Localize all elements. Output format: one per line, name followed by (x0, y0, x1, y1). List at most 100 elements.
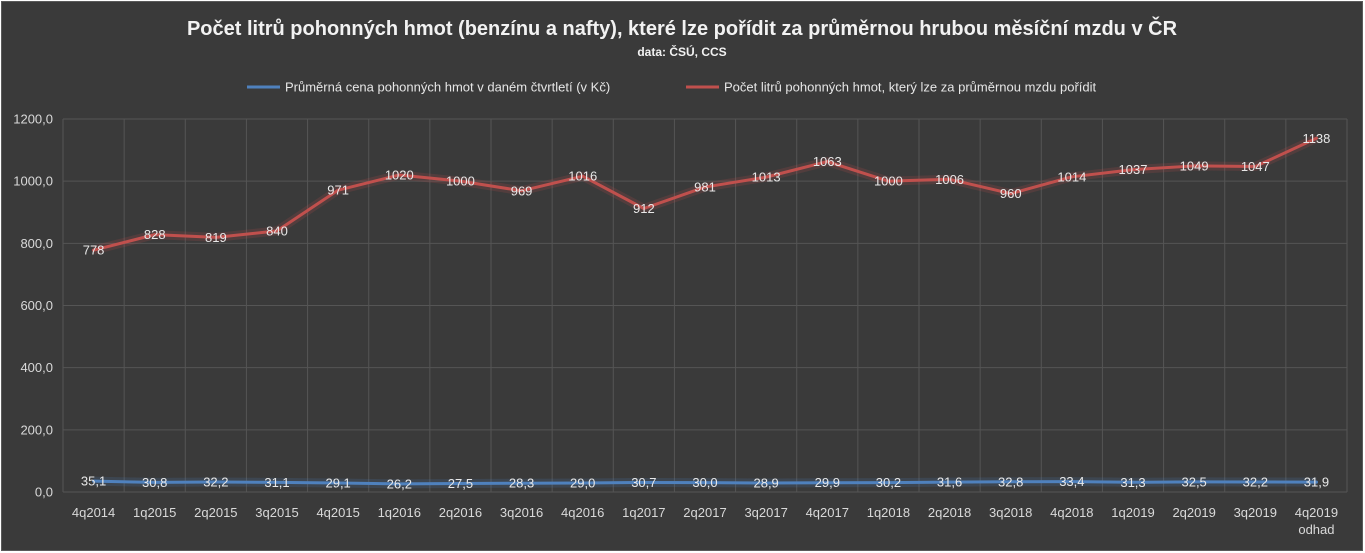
data-point (825, 481, 829, 485)
y-tick-label: 0,0 (35, 485, 53, 500)
data-point (948, 177, 952, 181)
data-label: 28,9 (753, 476, 778, 491)
x-tick-label: 1q2019 (1111, 505, 1154, 520)
data-label: 30,8 (142, 475, 167, 490)
data-point (764, 175, 768, 179)
x-tick-label: 4q2015 (316, 505, 359, 520)
data-label: 27,5 (448, 476, 473, 491)
data-label: 29,1 (325, 475, 350, 490)
data-point (1131, 168, 1135, 172)
x-tick-label: 1q2016 (378, 505, 421, 520)
data-point (336, 481, 340, 485)
data-labels: 35,1 30,8 32,2 31,1 29,1 26,2 27,5 28,3 29,0 30,7… (81, 131, 1330, 492)
data-point (1192, 164, 1196, 168)
legend-label-price: Průměrná cena pohonných hmot v daném čtv… (285, 80, 610, 95)
data-label: 1063 (813, 154, 842, 169)
data-label: 778 (83, 243, 105, 258)
x-tick-label: 4q2017 (806, 505, 849, 520)
data-point (703, 185, 707, 189)
data-point (703, 481, 707, 485)
x-tick-label: 3q2015 (255, 505, 298, 520)
y-axis: 0,0 200,0 400,0 600,0 800,0 1000,0 1200,0 (13, 112, 53, 500)
x-tick-label: 3q2016 (500, 505, 543, 520)
data-label: 33,4 (1059, 474, 1084, 489)
series (92, 134, 1319, 489)
chart-title: Počet litrů pohonných hmot (benzínu a na… (187, 16, 1178, 40)
data-point (825, 160, 829, 164)
data-label: 31,6 (937, 475, 962, 490)
x-tick-label: 1q2017 (622, 505, 665, 520)
data-label: 31,1 (264, 475, 289, 490)
data-label: 31,9 (1304, 475, 1329, 490)
legend: Průměrná cena pohonných hmot v daném čtv… (247, 80, 1097, 95)
data-label: 30,2 (876, 475, 901, 490)
data-label: 1000 (874, 174, 903, 189)
data-label: 30,0 (692, 475, 717, 490)
data-label: 1006 (935, 172, 964, 187)
data-label: 912 (633, 201, 655, 216)
data-label: 819 (205, 230, 227, 245)
y-tick-label: 1200,0 (13, 112, 53, 127)
data-label: 30,7 (631, 475, 656, 490)
data-point (1253, 480, 1257, 484)
data-point (948, 480, 952, 484)
y-tick-label: 800,0 (20, 236, 53, 251)
x-tick-label: 2q2017 (683, 505, 726, 520)
data-label: 840 (266, 223, 288, 238)
data-label: 981 (694, 180, 716, 195)
x-tick-label: 4q2018 (1050, 505, 1093, 520)
data-label: 32,5 (1181, 474, 1206, 489)
x-tick-label: 1q2015 (133, 505, 176, 520)
data-point (397, 482, 401, 486)
data-label: 26,2 (387, 476, 412, 491)
data-label: 1047 (1241, 159, 1270, 174)
data-point (1314, 480, 1318, 484)
data-point (520, 189, 524, 193)
data-point (92, 248, 96, 252)
data-point (886, 179, 890, 183)
data-point (275, 229, 279, 233)
x-tick-label: 4q2016 (561, 505, 604, 520)
legend-label-liters: Počet litrů pohonných hmot, který lze za… (724, 80, 1097, 95)
data-label: 28,3 (509, 476, 534, 491)
data-point (581, 481, 585, 485)
data-point (458, 481, 462, 485)
data-point (1009, 480, 1013, 484)
data-label: 1037 (1119, 162, 1148, 177)
data-point (764, 481, 768, 485)
data-point (642, 207, 646, 211)
data-label: 1016 (568, 169, 597, 184)
data-label: 1000 (446, 174, 475, 189)
data-label: 960 (1000, 186, 1022, 201)
gridlines (62, 118, 1348, 493)
x-tick-label: 2q2019 (1172, 505, 1215, 520)
data-point (153, 480, 157, 484)
data-point (1253, 165, 1257, 169)
x-tick-label: 4q2019 (1295, 505, 1338, 520)
data-label: 969 (511, 183, 533, 198)
data-label: 1049 (1180, 158, 1209, 173)
data-label: 971 (327, 183, 349, 198)
data-label: 35,1 (81, 474, 106, 489)
data-point (886, 481, 890, 485)
data-label: 828 (144, 227, 166, 242)
x-tick-label: 2q2016 (439, 505, 482, 520)
y-tick-label: 1000,0 (13, 174, 53, 189)
y-tick-label: 200,0 (20, 422, 53, 437)
chart-subtitle: data: ČSÚ, CCS (637, 44, 726, 59)
data-point (1070, 480, 1074, 484)
data-point (1131, 480, 1135, 484)
data-point (1070, 175, 1074, 179)
x-tick-label: 3q2017 (744, 505, 787, 520)
x-tick-label: 1q2018 (867, 505, 910, 520)
data-label: 29,0 (570, 475, 595, 490)
data-point (1314, 136, 1318, 140)
data-point (581, 174, 585, 178)
y-tick-label: 600,0 (20, 298, 53, 313)
data-point (214, 480, 218, 484)
data-point (642, 480, 646, 484)
data-point (214, 235, 218, 239)
data-label: 1020 (385, 167, 414, 182)
